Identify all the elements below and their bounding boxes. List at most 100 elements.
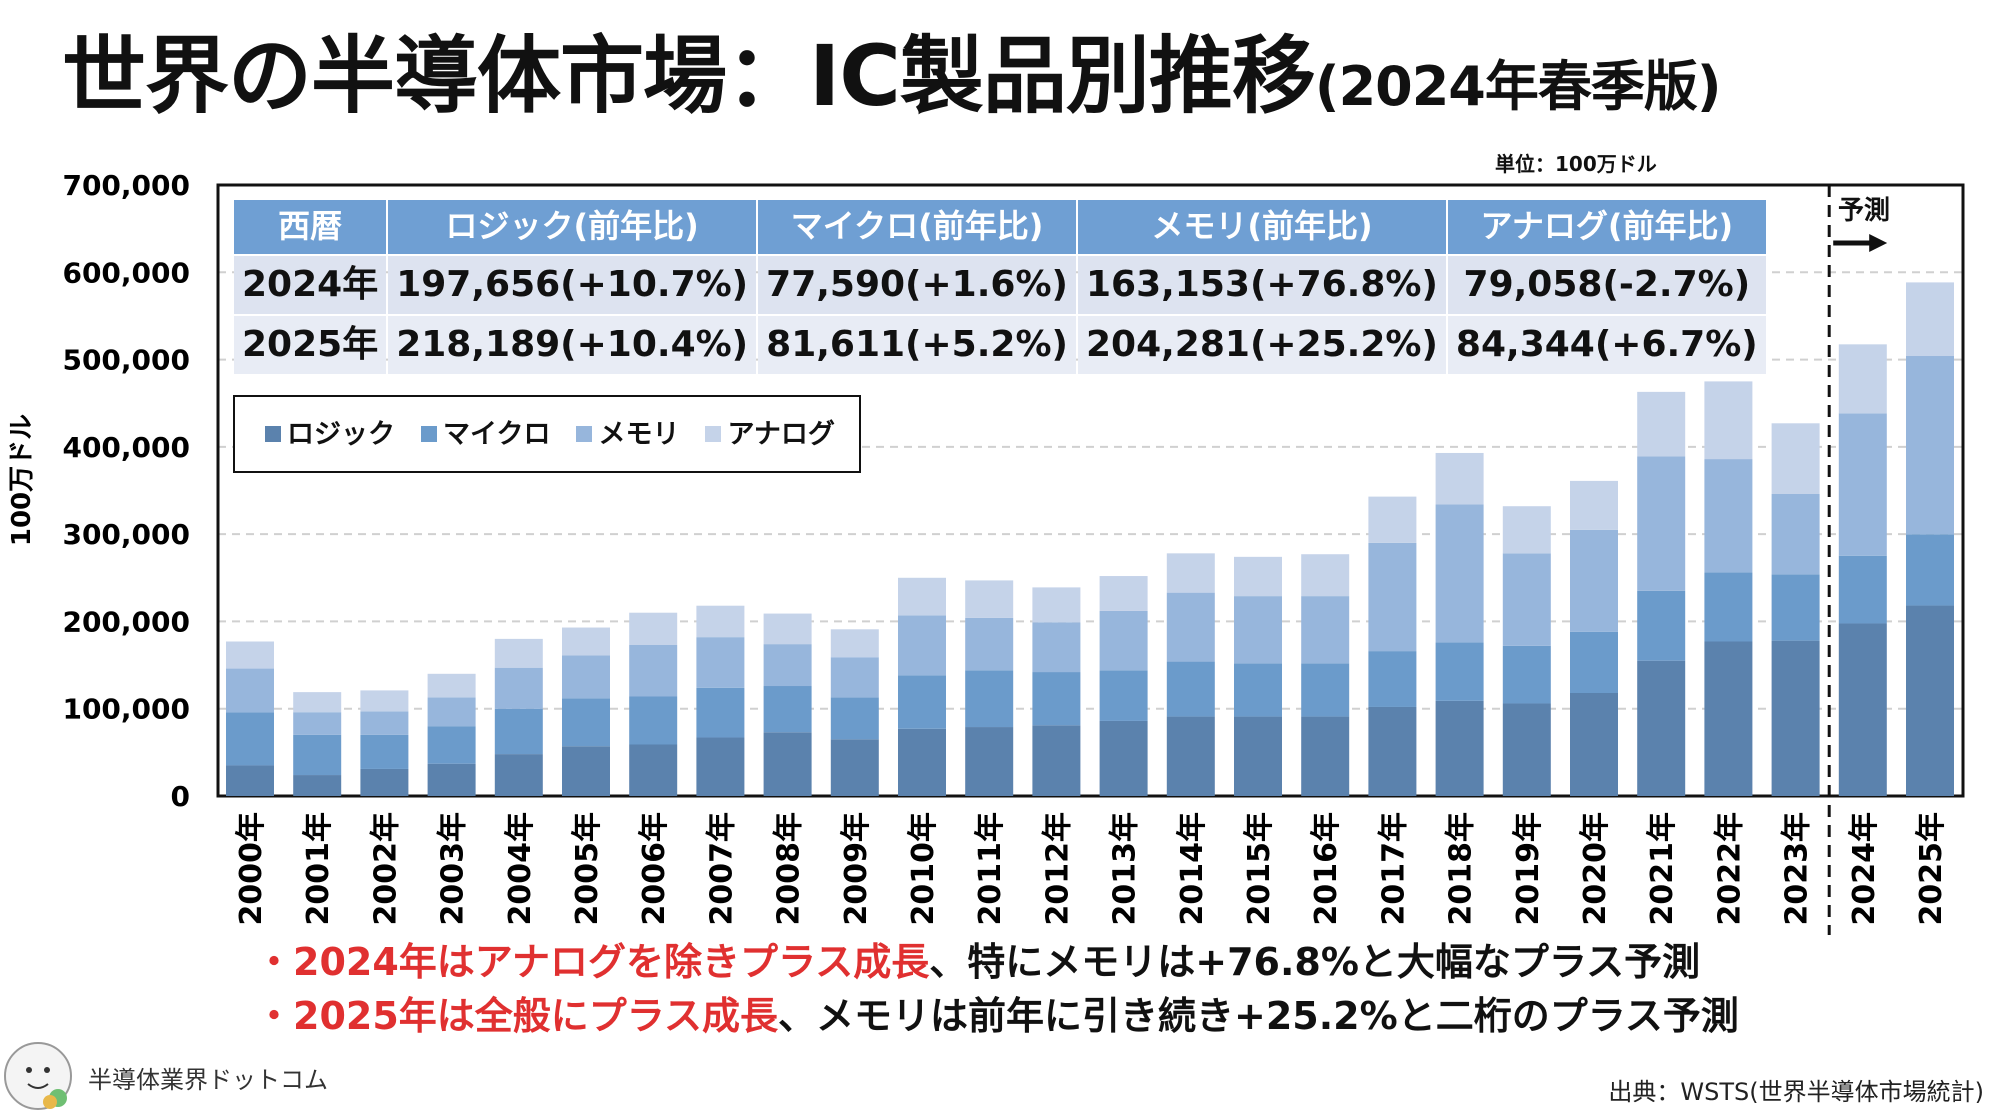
bar-segment-memory <box>1166 592 1215 662</box>
bar-segment-memory <box>1032 622 1081 673</box>
bar-segment-micro <box>629 696 678 745</box>
bar-segment-logic <box>1099 720 1148 796</box>
bar-segment-analog <box>1771 423 1820 494</box>
legend-swatch <box>421 426 437 442</box>
bar-segment-logic <box>696 737 745 796</box>
table-header: メモリ(前年比) <box>1077 200 1446 254</box>
bar-segment-micro <box>293 734 342 776</box>
table-cell: 204,281(+25.2%) <box>1077 316 1446 374</box>
bar-segment-micro <box>763 686 812 733</box>
y-tick-label: 500,000 <box>62 344 190 377</box>
table-cell: 79,058(-2.7%) <box>1447 256 1766 314</box>
bar-segment-logic <box>1637 660 1686 796</box>
x-tick-label: 2025年 <box>1914 812 1949 926</box>
table-row: 2025年 218,189(+10.4%) 81,611(+5.2%) 204,… <box>234 316 1766 374</box>
bar-segment-micro <box>965 670 1014 728</box>
legend-label: メモリ <box>598 418 680 450</box>
bar-segment-analog <box>1838 344 1887 414</box>
bar-segment-memory <box>226 668 274 713</box>
bar-segment-memory <box>1838 413 1887 556</box>
x-tick-label: 2004年 <box>503 812 538 926</box>
y-tick-label: 700,000 <box>62 169 190 202</box>
bar-segment-analog <box>1906 282 1954 357</box>
bar-segment-memory <box>1099 610 1148 671</box>
bar-segment-micro <box>360 734 409 769</box>
table-cell: 197,656(+10.7%) <box>388 256 757 314</box>
table-cell: 77,590(+1.6%) <box>758 256 1076 314</box>
bar-segment-analog <box>360 690 409 712</box>
bar-segment-analog <box>1166 553 1215 593</box>
x-tick-label: 2023年 <box>1780 812 1815 926</box>
bar-segment-logic <box>763 732 812 796</box>
bar-segment-micro <box>1099 670 1148 721</box>
bar-segment-memory <box>965 617 1014 671</box>
title-main: 世界の半導体市場：IC製品別推移 <box>62 27 1316 125</box>
x-tick-label: 2022年 <box>1712 812 1747 926</box>
bar-segment-analog <box>1234 556 1282 597</box>
x-tick-label: 2006年 <box>637 812 672 926</box>
bar-segment-logic <box>1435 700 1484 796</box>
x-tick-label: 2011年 <box>973 812 1008 926</box>
bar-segment-memory <box>562 655 610 699</box>
bar-segment-memory <box>494 667 543 709</box>
bullet-text: 、特にメモリは+76.8%と大幅なプラス予測 <box>929 940 1701 984</box>
bar-segment-analog <box>965 580 1014 618</box>
x-tick-label: 2014年 <box>1175 812 1210 926</box>
bar-segment-micro <box>1906 534 1954 606</box>
legend-label: ロジック <box>287 418 395 450</box>
x-tick-label: 2024年 <box>1847 812 1882 926</box>
x-tick-label: 2008年 <box>772 812 807 926</box>
bar-segment-micro <box>1637 590 1686 661</box>
bar-segment-memory <box>427 697 476 727</box>
bar-segment-micro <box>1435 642 1484 701</box>
bar-segment-memory <box>763 644 812 687</box>
source-note: 出典：WSTS(世界半導体市場統計) <box>1608 1078 1984 1106</box>
bar-segment-micro <box>1368 651 1417 707</box>
x-tick-label: 2018年 <box>1444 812 1479 926</box>
x-tick-label: 2002年 <box>368 812 403 926</box>
y-tick-label: 0 <box>171 780 190 813</box>
bar-segment-micro <box>898 675 946 729</box>
bar-segment-memory <box>1502 553 1551 646</box>
bar-segment-analog <box>494 638 543 668</box>
table-cell: 2024年 <box>234 256 387 314</box>
bar-segment-logic <box>1838 623 1887 796</box>
legend-swatch <box>576 426 593 442</box>
bar-segment-analog <box>562 627 610 656</box>
bar-segment-analog <box>1301 554 1350 597</box>
x-tick-label: 2019年 <box>1511 812 1546 926</box>
bar-segment-memory <box>1906 356 1954 535</box>
bar-segment-analog <box>293 692 342 713</box>
bar-segment-analog <box>427 673 476 698</box>
bar-segment-micro <box>562 698 610 747</box>
y-tick-label: 300,000 <box>62 518 190 551</box>
table-header: マイクロ(前年比) <box>758 200 1076 254</box>
x-tick-label: 2007年 <box>704 812 739 926</box>
bar-segment-micro <box>1301 663 1350 717</box>
bullet-text: 、メモリは前年に引き続き+25.2%と二桁のプラス予測 <box>778 994 1739 1038</box>
x-tick-label: 2012年 <box>1040 812 1075 926</box>
bar-segment-logic <box>629 744 678 796</box>
bar-segment-logic <box>965 727 1014 796</box>
forecast-label: 予測 <box>1838 196 1891 226</box>
bar-segment-analog <box>763 613 812 645</box>
bar-segment-analog <box>1637 391 1686 457</box>
bar-segment-memory <box>1704 459 1753 573</box>
x-tick-label: 2015年 <box>1242 812 1277 926</box>
bar-segment-memory <box>360 711 409 735</box>
unit-label: 単位：100万ドル <box>1495 152 1657 176</box>
bar-segment-memory <box>1234 596 1282 664</box>
bullet-1: ・2024年はアナログを除きプラス成長、特にメモリは+76.8%と大幅なプラス予… <box>255 940 1701 984</box>
legend-label: アナログ <box>727 418 835 450</box>
brand-name: 半導体業界ドットコム <box>88 1066 328 1094</box>
x-tick-label: 2001年 <box>301 812 336 926</box>
x-tick-label: 2010年 <box>906 812 941 926</box>
bar-segment-micro <box>830 697 879 740</box>
plot-frame <box>216 183 1965 798</box>
bar-segment-memory <box>293 712 342 735</box>
legend-item-analog: アナログ <box>705 418 835 450</box>
table-header: 西暦 <box>234 200 387 254</box>
bar-segment-micro <box>1166 661 1215 717</box>
bar-segment-logic <box>1906 605 1954 796</box>
table-header: アナログ(前年比) <box>1447 200 1766 254</box>
